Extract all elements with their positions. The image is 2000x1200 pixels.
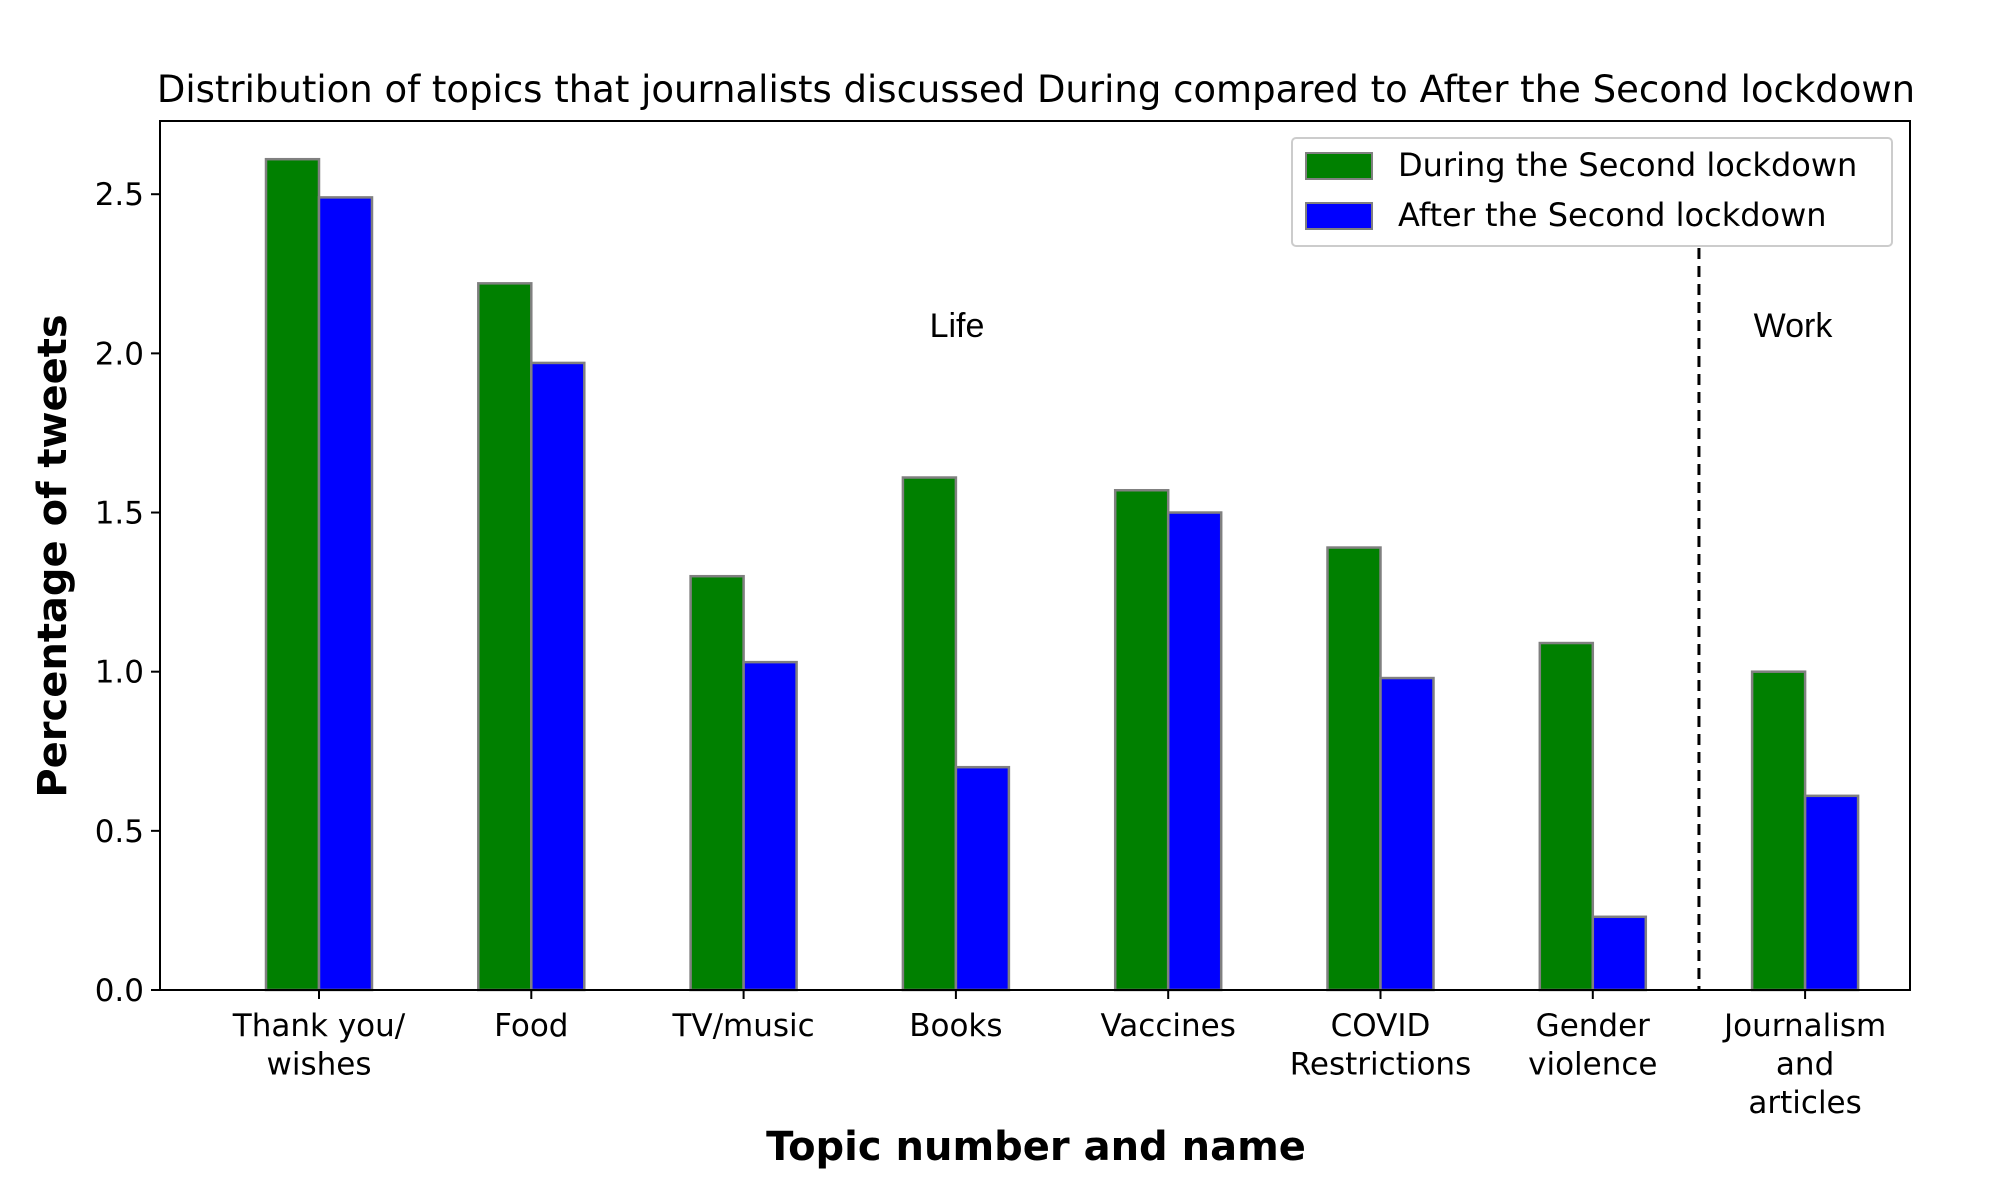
bar-during-5 [1326, 546, 1382, 992]
bar-after-5 [1379, 676, 1435, 992]
legend-swatch-during [1305, 152, 1373, 180]
bar-after-3 [954, 765, 1011, 992]
bar-during-1 [477, 282, 533, 992]
region-label-work: Work [1754, 307, 1834, 345]
y-tick-label-2: 1.0 [95, 655, 144, 691]
bar-during-6 [1538, 641, 1595, 992]
chart-title: Distribution of topics that journalists … [157, 68, 1915, 111]
bar-after-1 [530, 361, 586, 992]
x-tick-label-7-0: Journalism [1722, 1008, 1886, 1044]
y-axis-label: Percentage of tweets [30, 314, 76, 797]
plot-area: 0.0 0.5 1.0 1.5 2.0 2.5 Thank you/wishes Food TV… [95, 120, 1911, 1121]
legend-frame [1291, 137, 1893, 247]
x-tick-label-5-1: Restrictions [1290, 1047, 1471, 1083]
x-tick-label-0-1: wishes [267, 1047, 372, 1083]
x-tick-label-5-0: COVID [1331, 1008, 1431, 1044]
bar-during-7 [1750, 670, 1807, 992]
region-label-life: Life [930, 307, 985, 345]
x-tick-label-1-0: Food [494, 1008, 568, 1044]
bar-during-2 [689, 574, 745, 992]
y-tick-label-5: 2.5 [95, 177, 144, 213]
axes-frame [159, 120, 1911, 991]
y-tick-label-1: 0.5 [95, 814, 144, 850]
legend-swatch-after [1305, 202, 1373, 230]
bar-during-4 [1113, 488, 1170, 992]
bar-during-3 [901, 476, 958, 992]
x-tick-label-4-0: Vaccines [1101, 1008, 1236, 1044]
legend-label-after: After the Second lockdown [1398, 196, 1827, 234]
y-tick-label-3: 1.5 [95, 496, 144, 532]
bar-after-0 [317, 196, 374, 992]
x-tick-label-6-1: violence [1528, 1047, 1657, 1083]
bar-after-2 [742, 660, 798, 992]
x-tick-label-7-2: articles [1748, 1085, 1861, 1121]
x-tick-label-0-0: Thank you/ [232, 1008, 406, 1044]
x-tick-label-6-0: Gender [1536, 1008, 1650, 1044]
bar-during-0 [264, 157, 321, 992]
bar-after-6 [1591, 915, 1648, 992]
x-tick-label-3-0: Books [909, 1008, 1002, 1044]
bar-after-7 [1803, 794, 1860, 992]
legend: During the Second lockdown After the Sec… [1291, 137, 1893, 247]
x-tick-label-7-1: and [1776, 1047, 1834, 1083]
x-tick-label-2-0: TV/music [671, 1008, 814, 1044]
y-tick-label-0: 0.0 [95, 973, 144, 1009]
legend-label-during: During the Second lockdown [1398, 146, 1857, 184]
x-axis-label: Topic number and name [766, 1124, 1306, 1170]
bar-after-4 [1166, 511, 1223, 992]
y-tick-label-4: 2.0 [95, 336, 144, 372]
